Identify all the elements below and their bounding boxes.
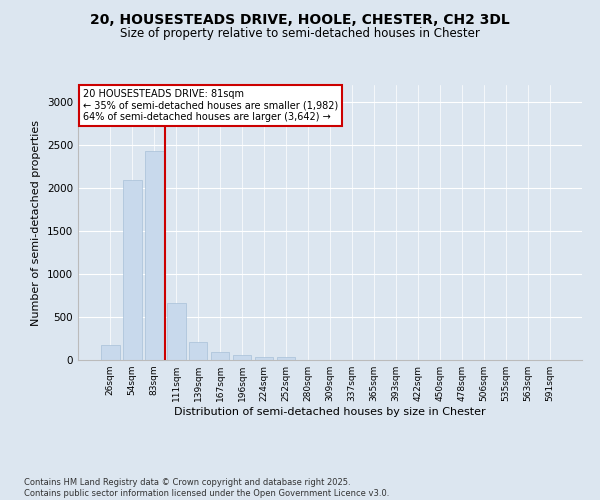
Bar (189, 342, 208, 360)
Bar (101, 345, 119, 360)
Bar (233, 356, 251, 360)
X-axis label: Distribution of semi-detached houses by size in Chester: Distribution of semi-detached houses by … (174, 407, 486, 417)
Bar (211, 352, 229, 360)
Text: Size of property relative to semi-detached houses in Chester: Size of property relative to semi-detach… (120, 28, 480, 40)
Text: Contains HM Land Registry data © Crown copyright and database right 2025.
Contai: Contains HM Land Registry data © Crown c… (24, 478, 389, 498)
Bar (167, 304, 185, 360)
Y-axis label: Number of semi-detached properties: Number of semi-detached properties (31, 120, 41, 326)
Text: 20, HOUSESTEADS DRIVE, HOOLE, CHESTER, CH2 3DL: 20, HOUSESTEADS DRIVE, HOOLE, CHESTER, C… (90, 12, 510, 26)
Bar (123, 180, 142, 360)
Bar (255, 357, 274, 360)
Bar (145, 151, 164, 360)
Bar (277, 358, 295, 360)
Text: 20 HOUSESTEADS DRIVE: 81sqm
← 35% of semi-detached houses are smaller (1,982)
64: 20 HOUSESTEADS DRIVE: 81sqm ← 35% of sem… (83, 89, 338, 122)
